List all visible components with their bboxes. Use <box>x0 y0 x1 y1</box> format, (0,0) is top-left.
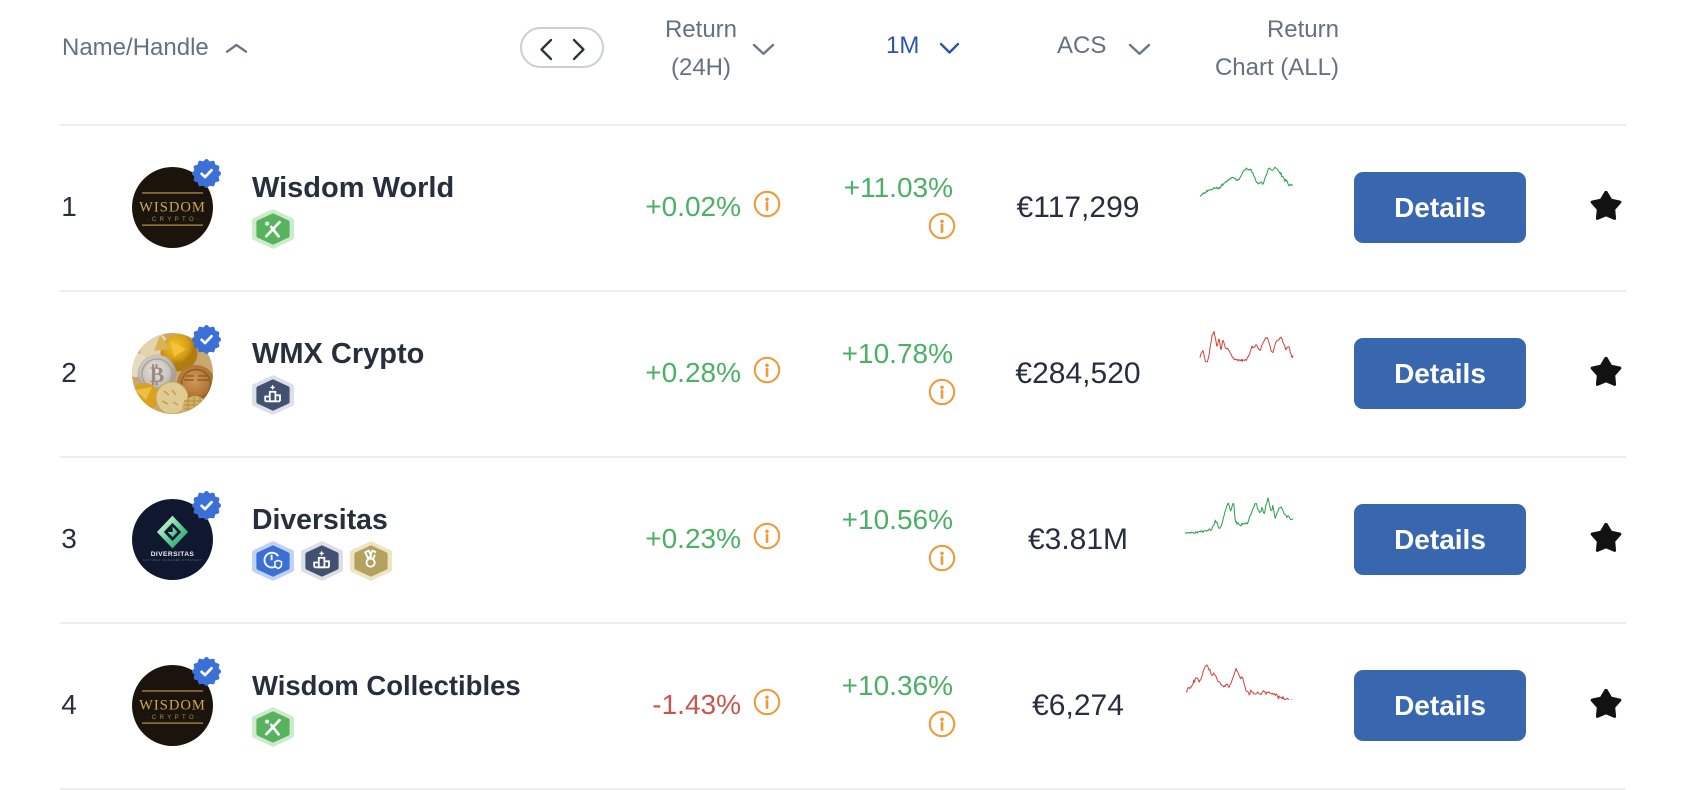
svg-text:DIVERSITAS: DIVERSITAS <box>151 551 195 558</box>
svg-text:WISDOM: WISDOM <box>139 698 206 714</box>
svg-text:ACTIVELY MANAGED STRATEGY: ACTIVELY MANAGED STRATEGY <box>143 558 203 562</box>
svg-text:₿: ₿ <box>150 362 165 387</box>
svg-text:WISDOM: WISDOM <box>139 200 206 216</box>
svg-text:·CRYPTO·: ·CRYPTO· <box>147 217 203 223</box>
svg-text:·CRYPTO·: ·CRYPTO· <box>147 715 203 721</box>
